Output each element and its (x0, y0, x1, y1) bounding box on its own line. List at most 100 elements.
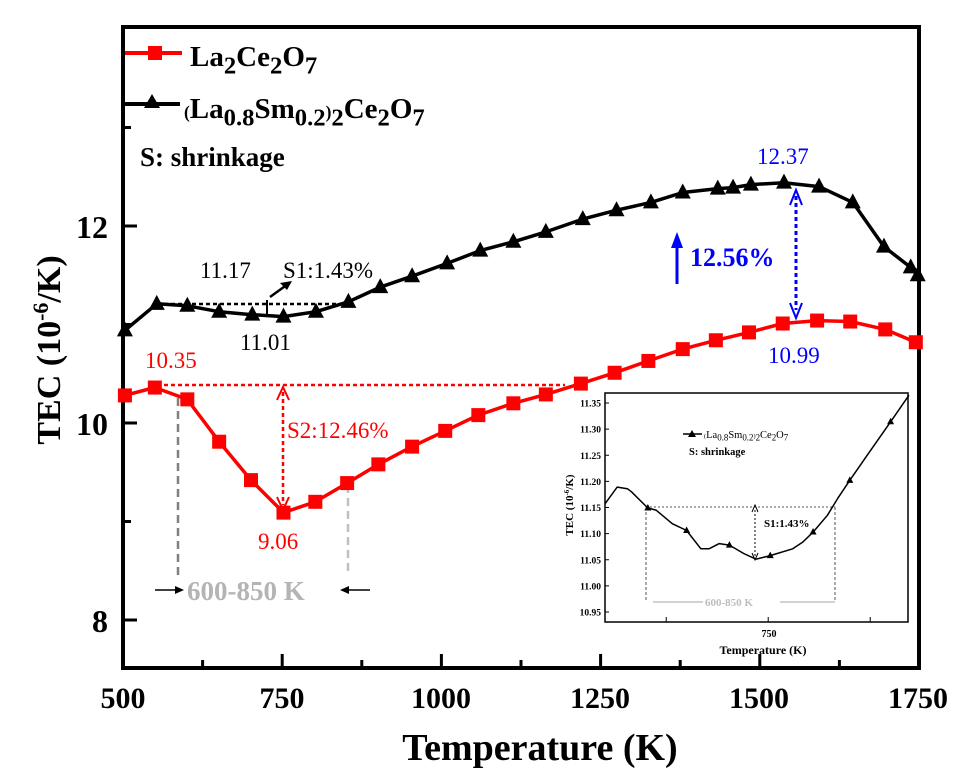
inset-data-point-triangle (846, 476, 854, 483)
x-tick-label: 750 (260, 682, 305, 715)
data-point-triangle (340, 292, 357, 308)
y-tick-label: 8 (92, 603, 108, 639)
data-point-triangle (404, 267, 421, 283)
data-point-square (243, 473, 258, 488)
data-point-square (573, 376, 588, 391)
data-point-square (117, 388, 132, 403)
inset-data-point-triangle (725, 541, 733, 548)
x-tick-label: 500 (101, 682, 146, 715)
arrow-up-icon (276, 384, 290, 401)
data-point-triangle (909, 266, 926, 282)
arrow-up-icon (751, 503, 759, 513)
data-point-square (180, 392, 195, 407)
data-point-square (641, 353, 656, 368)
label-black-min: 11.01 (240, 330, 291, 355)
inset-axis-ticks (605, 402, 871, 622)
data-point-square (775, 316, 790, 331)
inset-y-tick-label: 11.35 (580, 400, 601, 410)
data-point-square (607, 365, 622, 380)
label-black-max: 11.17 (200, 258, 251, 283)
data-point-triangle (537, 222, 554, 238)
inset-series-line (604, 394, 910, 560)
series-layer (116, 173, 926, 520)
inset-y-tick-label: 11.10 (580, 530, 601, 540)
inset-legend-triangle (688, 430, 696, 437)
axis-ticks (121, 126, 921, 668)
label-increase: 12.56% (690, 243, 775, 272)
data-point-triangle (875, 237, 892, 253)
data-point-square (810, 313, 825, 328)
inset-data-point-triangle (887, 417, 895, 425)
inset-y-tick-label: 11.15 (580, 504, 601, 514)
data-point-square (371, 457, 386, 472)
data-point-triangle (148, 294, 165, 310)
inset-x-axis-title: Temperature (K) (720, 643, 807, 657)
arrow-left-icon (340, 586, 349, 594)
data-point-square (843, 314, 858, 329)
data-point-triangle (811, 177, 828, 193)
inset-series-layer (604, 394, 910, 560)
y-tick-label: 12 (76, 209, 108, 245)
data-point-square (741, 325, 756, 340)
data-point-triangle (742, 175, 759, 191)
main-plot: 500 750 1000 1250 1500 1750 8 10 12 Temp… (28, 25, 949, 769)
legend-label-la2ce2o7: La2Ce2O7 (190, 41, 317, 79)
data-point-triangle (902, 258, 919, 274)
inset-y-tick-label: 11.25 (580, 452, 601, 462)
data-point-square (506, 396, 521, 411)
data-point-triangle (642, 193, 659, 209)
inset-data-point-triangle (644, 504, 652, 511)
inset-label-range: 600-850 K (705, 597, 753, 609)
data-point-triangle (275, 307, 292, 323)
legend: La2Ce2O7 (La0.8Sm0.2)2Ce2O7 S: shrinkage (125, 41, 425, 172)
inset-y-tick-label: 11.30 (580, 426, 601, 436)
x-tick-label: 1000 (411, 682, 471, 715)
data-point-triangle (116, 321, 133, 337)
data-point-triangle (307, 302, 324, 318)
arrow-head-icon (280, 281, 292, 290)
data-point-triangle (244, 305, 261, 321)
data-point-square (471, 408, 486, 423)
inset-legend-label: (La0.8Sm0.2)2Ce2O7 (704, 430, 789, 443)
label-range: 600-850 K (187, 576, 305, 606)
data-point-square (878, 322, 893, 337)
data-point-triangle (505, 232, 522, 248)
data-point-triangle (372, 278, 389, 294)
data-point-square (675, 342, 690, 357)
x-tick-labels: 500 750 1000 1250 1500 1750 (101, 682, 949, 715)
inset-label-s1: S1:1.43% (764, 518, 810, 530)
arrow-up-icon (789, 187, 803, 206)
inset-data-point-triangle (766, 551, 774, 559)
data-point-triangle (775, 173, 792, 189)
data-point-triangle (211, 302, 228, 318)
data-point-triangle (844, 193, 861, 209)
arrow-right-icon (175, 586, 184, 594)
data-point-triangle (608, 201, 625, 217)
inset-y-tick-label: 11.00 (580, 582, 601, 592)
data-point-square (538, 387, 553, 402)
data-point-square (405, 439, 420, 454)
y-axis-title: TEC (10-6/K) (28, 255, 68, 444)
inset-data-point-triangle (809, 528, 817, 535)
label-red-peak: 10.99 (768, 343, 820, 368)
inset-y-axis-title: TEC (10-6/K) (563, 474, 576, 535)
data-point-triangle (574, 210, 591, 226)
label-s1: S1:1.43% (283, 258, 373, 283)
inset-y-tick-labels: 11.35 11.30 11.25 11.20 11.15 11.10 11.05 11.00… (580, 400, 602, 619)
annotations: 11.17 S1:1.43% 11.01 10.35 S2:12.46% 9.0… (145, 144, 820, 606)
data-point-triangle (472, 241, 489, 257)
label-red-max: 10.35 (145, 348, 197, 373)
data-point-square (147, 380, 162, 395)
data-point-triangle (439, 254, 456, 270)
data-point-triangle (179, 296, 196, 312)
arrow-down-icon (751, 552, 759, 562)
inset-data-point-triangle (683, 526, 691, 533)
data-point-triangle (725, 178, 742, 194)
data-point-square (438, 423, 453, 438)
data-point-square (276, 505, 291, 520)
x-tick-label: 1250 (570, 682, 630, 715)
data-point-square (340, 476, 355, 491)
legend-note-shrinkage: S: shrinkage (140, 142, 285, 172)
legend-square-marker (148, 46, 162, 60)
